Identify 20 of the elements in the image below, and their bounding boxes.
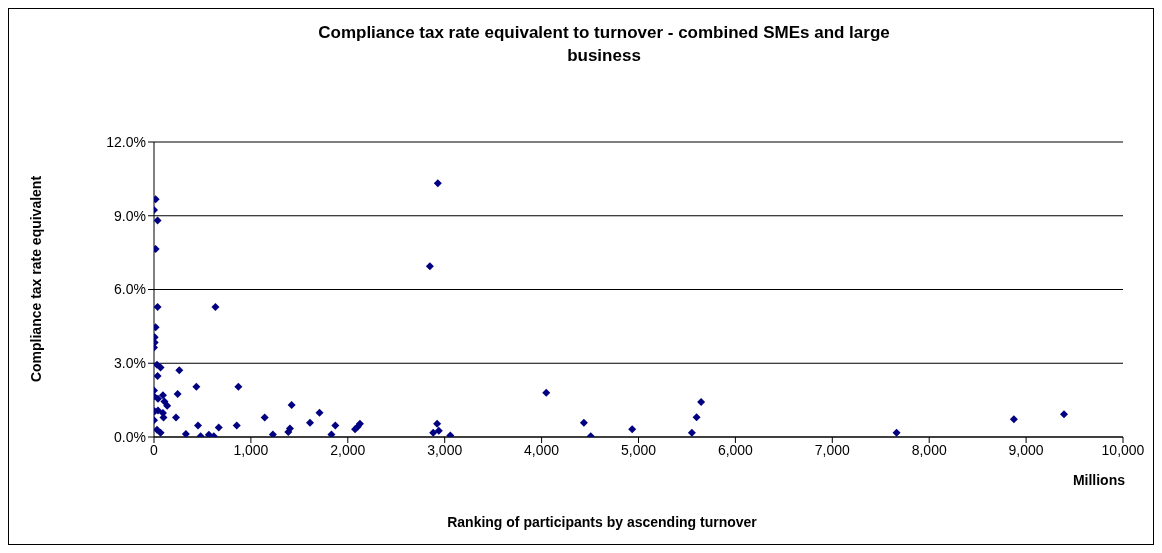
text: Millions bbox=[1072, 472, 1125, 488]
x-axis-title: Ranking of participants by ascending turnover bbox=[446, 514, 758, 530]
y-tick-label: 12.0% bbox=[106, 133, 146, 150]
x-tick-label: 1,000 bbox=[233, 441, 269, 458]
y-tick-label: 6.0% bbox=[114, 281, 146, 298]
x-tick-label: 5,000 bbox=[620, 441, 657, 458]
x-tick-label: 2,000 bbox=[330, 441, 366, 458]
y-tick-label: 3.0% bbox=[114, 355, 146, 372]
x-tick-label: 9,000 bbox=[1008, 441, 1044, 458]
x-tick-label: 10,000 bbox=[1101, 441, 1145, 458]
x-tick-label: 6,000 bbox=[717, 441, 754, 458]
x-tick-label: 7,000 bbox=[814, 441, 851, 458]
y-axis-title: Compliance tax rate equivalent bbox=[28, 175, 44, 383]
x-tick-label: 0 bbox=[150, 441, 159, 458]
x-tick-label: 8,000 bbox=[911, 441, 947, 458]
x-tick-label: 3,000 bbox=[427, 441, 463, 458]
y-tick-label: 9.0% bbox=[114, 207, 146, 224]
y-tick-label: 0.0% bbox=[114, 428, 146, 445]
x-tick-label: 4,000 bbox=[524, 441, 560, 458]
chart-title: Compliance tax rate equivalent to turnover - combined SMEs and large business bbox=[317, 22, 891, 67]
